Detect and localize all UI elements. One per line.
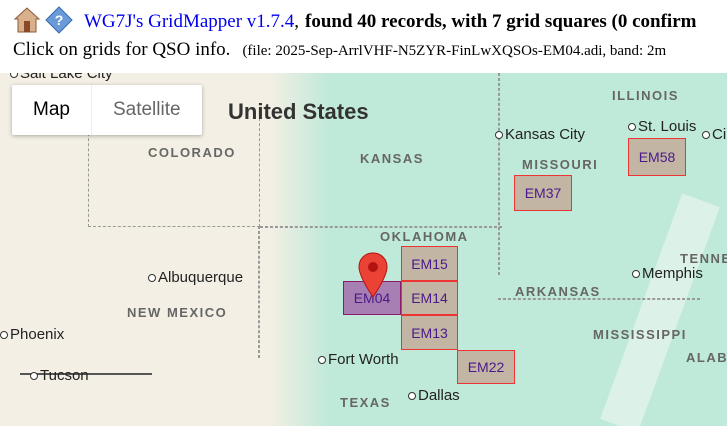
- separator: ,: [294, 11, 300, 32]
- city-label: Tucson: [30, 367, 89, 384]
- state-label: OKLAHOMA: [380, 229, 469, 244]
- city-label: Cin: [702, 126, 727, 143]
- city-label: Fort Worth: [318, 351, 399, 368]
- state-label: COLORADO: [148, 145, 236, 160]
- file-info: (file: 2025-Sep-ArrlVHF-N5ZYR-FinLwXQSOs…: [242, 43, 667, 59]
- grid-square-em22[interactable]: EM22: [457, 350, 515, 384]
- city-label: Memphis: [632, 265, 703, 282]
- grid-square-em14[interactable]: EM14: [401, 281, 458, 315]
- state-label: NEW MEXICO: [127, 305, 228, 320]
- city-label: Phoenix: [0, 326, 64, 343]
- city-label: Dallas: [408, 387, 460, 404]
- grid-square-em37[interactable]: EM37: [514, 175, 572, 211]
- state-label: ILLINOIS: [612, 88, 679, 103]
- city-label: Salt Lake City: [10, 73, 113, 82]
- map-type-map-button[interactable]: Map: [33, 99, 70, 120]
- city-label: Kansas City: [495, 126, 585, 143]
- city-label: Albuquerque: [148, 269, 243, 286]
- app-link[interactable]: WG7J's GridMapper v1.7.4: [84, 11, 295, 32]
- state-label: TENNE: [680, 251, 727, 266]
- house-icon[interactable]: [13, 6, 41, 34]
- state-label: TEXAS: [340, 395, 391, 410]
- map-type-control: Map Satellite: [12, 85, 202, 135]
- state-label: ARKANSAS: [515, 284, 601, 299]
- state-label: ALAB: [686, 350, 727, 365]
- instructions: Click on grids for QSO info.: [13, 39, 231, 60]
- map[interactable]: United States COLORADO KANSAS MISSOURI I…: [0, 73, 727, 426]
- grid-square-em13[interactable]: EM13: [401, 315, 458, 350]
- state-label: KANSAS: [360, 151, 424, 166]
- summary-text: found 40 records, with 7 grid squares (0…: [305, 11, 697, 32]
- map-type-satellite-button[interactable]: Satellite: [90, 85, 202, 135]
- state-label: MISSISSIPPI: [593, 327, 687, 342]
- state-label: MISSOURI: [522, 157, 599, 172]
- map-pin-icon[interactable]: [357, 252, 389, 298]
- city-label: St. Louis: [628, 118, 696, 135]
- grid-square-em15[interactable]: EM15: [401, 246, 458, 281]
- grid-square-em58[interactable]: EM58: [628, 138, 686, 176]
- header: ? WG7J's GridMapper v1.7.4, found 40 reco…: [0, 0, 727, 73]
- country-label: United States: [228, 99, 369, 124]
- svg-text:?: ?: [55, 12, 64, 28]
- help-icon[interactable]: ?: [45, 6, 73, 34]
